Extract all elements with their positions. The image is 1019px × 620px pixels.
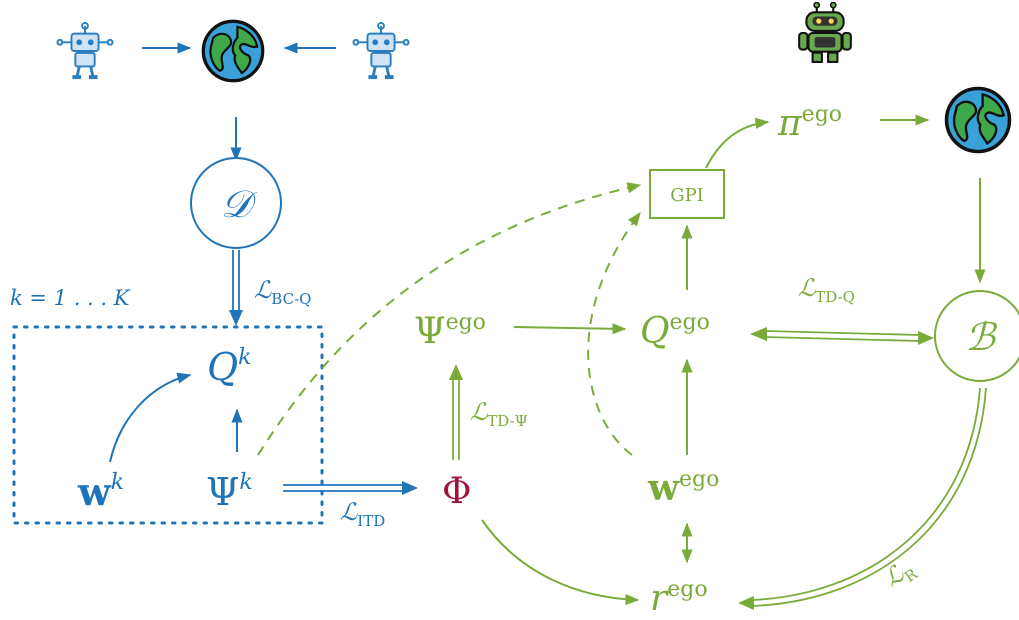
q-k-node: Qk	[207, 345, 252, 389]
k-range-label: k = 1 . . . K	[10, 286, 131, 310]
phi-node: Φ	[442, 471, 472, 512]
robot-icon	[798, 2, 852, 63]
loss-td-q-label: ℒTD-Q	[798, 274, 855, 306]
r-ego-node: rego	[650, 577, 708, 619]
gpi-to-pi-arrow	[705, 117, 770, 169]
loss-td-psi-label: ℒTD-Ψ	[470, 398, 528, 430]
td-q-double-arrow	[764, 330, 921, 336]
phi-to-r-ego-arrow	[481, 519, 640, 606]
loss-bc-q-label: ℒBC-Q	[254, 276, 311, 308]
psi-k-node: Ψk	[206, 470, 253, 514]
psi-ego-to-q-ego-arrow	[513, 323, 627, 335]
globe-icon	[944, 86, 1012, 154]
buffer-node	[934, 290, 1019, 382]
gpi-label: GPI	[670, 185, 704, 206]
loss-itd-label: ℒITD	[340, 498, 385, 530]
robot-icon	[352, 22, 410, 80]
buffer-symbol: ℬ	[965, 315, 998, 359]
dataset-node	[190, 157, 282, 249]
globe-icon	[201, 19, 265, 83]
pi-ego-node: πego	[777, 102, 842, 144]
gpi-box	[649, 169, 725, 219]
loss-r-double-arrow	[751, 387, 981, 601]
w-ego-to-gpi-dashed	[587, 211, 641, 456]
psi-ego-node: Ψego	[414, 310, 486, 352]
agent-plate	[12, 325, 324, 525]
robot-icon	[56, 22, 114, 80]
psi-k-to-gpi-dashed	[257, 182, 642, 456]
w-ego-node: wego	[647, 467, 719, 509]
w-to-q-arrow	[109, 372, 192, 463]
q-ego-node: Qego	[640, 310, 710, 352]
w-k-node: wk	[77, 469, 124, 514]
loss-r-label: ℒR	[879, 553, 921, 596]
